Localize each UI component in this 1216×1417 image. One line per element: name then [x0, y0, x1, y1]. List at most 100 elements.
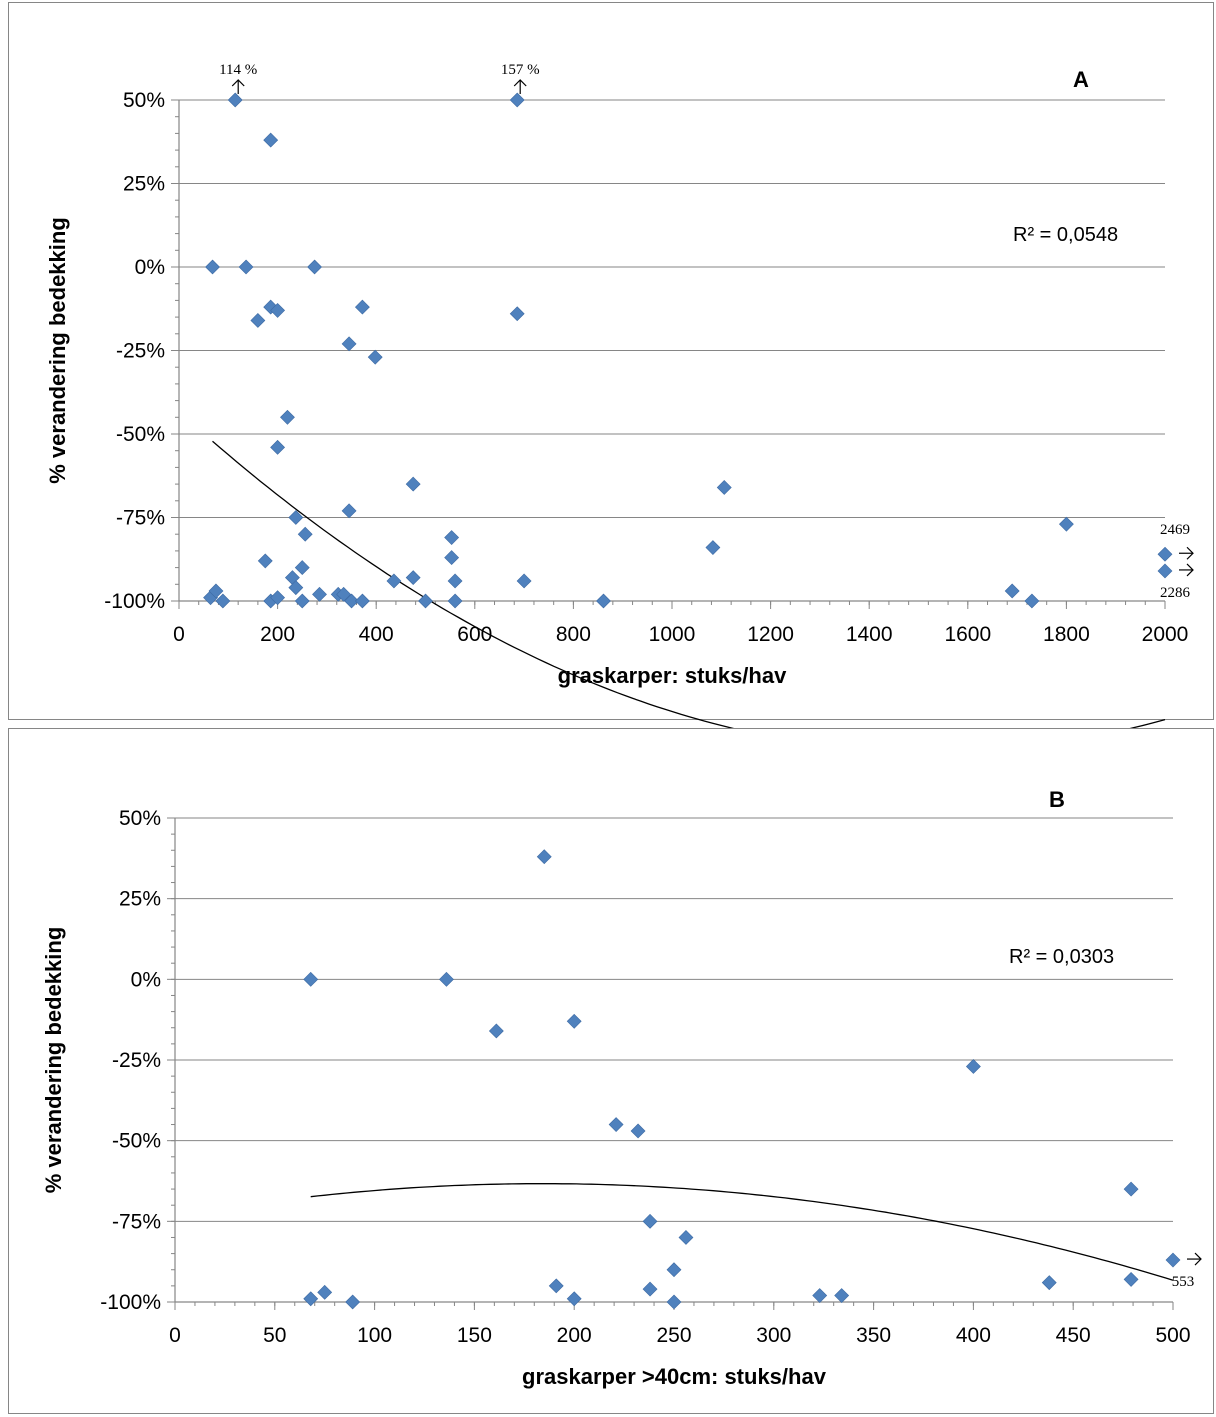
data-point: [509, 92, 525, 108]
annotation-arrowhead: [1194, 1252, 1202, 1266]
data-point: [447, 573, 463, 589]
data-point: [294, 593, 310, 609]
chart-panel-b: 50% 25% 0% -25% -50% -75% -100% 0 50 100 150 200 250…: [8, 728, 1214, 1414]
data-point: [270, 439, 286, 455]
y-tick-label: -75%: [112, 1210, 161, 1233]
data-point: [1004, 583, 1020, 599]
data-point: [215, 593, 231, 609]
y-tick-label: -50%: [116, 423, 165, 446]
data-point: [270, 302, 286, 318]
data-point: [516, 573, 532, 589]
data-point: [536, 849, 552, 865]
data-point: [280, 409, 295, 425]
annotation-label: 2469: [1160, 522, 1190, 538]
y-tick-label: -25%: [116, 340, 165, 363]
data-point: [642, 1213, 658, 1229]
x-tick-label: 1200: [747, 623, 794, 646]
x-tick-label: 1600: [944, 623, 991, 646]
x-tick-label: 1400: [846, 623, 893, 646]
data-point: [367, 349, 383, 365]
x-axis-title: graskarper: stuks/hav: [558, 663, 787, 688]
data-point: [1024, 593, 1040, 609]
y-tick-label: -75%: [116, 507, 165, 530]
panel-label: A: [1073, 67, 1089, 92]
data-point: [666, 1262, 682, 1278]
y-tick-label: -100%: [100, 1291, 161, 1314]
data-point: [439, 971, 454, 987]
data-point: [566, 1291, 582, 1307]
data-point: [288, 580, 304, 596]
data-point: [1041, 1275, 1057, 1291]
x-axis-title: graskarper >40cm: stuks/hav: [522, 1364, 827, 1389]
data-point: [288, 510, 304, 525]
x-tick-label: 800: [556, 623, 591, 646]
y-tick-label: 50%: [123, 89, 165, 112]
data-point: [444, 530, 460, 545]
data-point: [294, 560, 310, 576]
data-point: [405, 570, 421, 586]
x-tick-label: 500: [1155, 1324, 1190, 1347]
data-point: [716, 480, 732, 495]
x-tick-label: 200: [557, 1324, 592, 1347]
data-point: [208, 583, 224, 599]
data-point: [354, 593, 370, 609]
x-tick-label: 200: [260, 623, 295, 646]
data-point: [705, 540, 721, 555]
annotation-label: 157 %: [501, 62, 540, 78]
r-squared-label: R² = 0,0303: [1009, 946, 1114, 968]
data-point: [263, 132, 279, 148]
data-point: [596, 593, 611, 609]
y-tick-label: -25%: [112, 1049, 161, 1072]
data-point: [1157, 563, 1173, 579]
annotation-label: 114 %: [219, 62, 257, 78]
annotation-label: 2286: [1160, 585, 1191, 601]
y-tick-label: -50%: [112, 1130, 161, 1153]
data-point: [341, 503, 357, 519]
data-point: [307, 259, 322, 275]
data-point: [303, 971, 319, 987]
data-point: [312, 586, 327, 602]
data-point: [965, 1059, 981, 1074]
y-axis-title: % verandering bedekking: [41, 927, 66, 1194]
x-tick-label: 100: [357, 1324, 392, 1347]
data-point: [447, 593, 463, 609]
data-point: [386, 573, 402, 589]
data-point: [205, 259, 220, 275]
data-point: [1165, 1252, 1181, 1268]
r-squared-label: R² = 0,0548: [1013, 224, 1118, 246]
x-tick-label: 350: [856, 1324, 891, 1347]
data-point: [812, 1288, 828, 1303]
data-point: [608, 1117, 624, 1132]
annotation-arrowhead: [231, 79, 245, 87]
x-tick-label: 0: [173, 623, 185, 646]
y-tick-label: 25%: [119, 888, 161, 911]
data-point: [405, 476, 421, 492]
data-point: [630, 1123, 646, 1139]
scatter-chart-a: 50% 25% 0% -25% -50% -75% -100% 0 200 400 600 800 10…: [45, 62, 1194, 753]
data-point: [336, 586, 352, 602]
x-tick-label: 250: [656, 1324, 691, 1347]
data-point: [303, 1291, 319, 1307]
x-tick-label: 150: [457, 1324, 492, 1347]
x-tick-label: 400: [956, 1324, 991, 1347]
data-point: [666, 1294, 682, 1310]
annotation-arrowhead: [1186, 546, 1194, 560]
data-point: [642, 1281, 658, 1297]
x-tick-label: 2000: [1142, 623, 1189, 646]
x-tick-label: 1800: [1043, 623, 1090, 646]
data-point: [548, 1278, 564, 1294]
data-point: [250, 313, 266, 328]
x-tick-label: 300: [756, 1324, 791, 1347]
data-point: [566, 1013, 582, 1029]
y-tick-label: 0%: [135, 256, 165, 279]
data-point: [444, 550, 460, 566]
x-tick-label: 400: [359, 623, 394, 646]
data-point: [345, 1294, 361, 1310]
x-tick-label: 450: [1056, 1324, 1091, 1347]
data-point: [509, 306, 525, 322]
data-point: [341, 336, 357, 352]
trendline: [310, 1183, 1174, 1281]
x-tick-label: 0: [169, 1324, 181, 1347]
data-point: [354, 299, 370, 315]
trendline: [212, 440, 1166, 753]
